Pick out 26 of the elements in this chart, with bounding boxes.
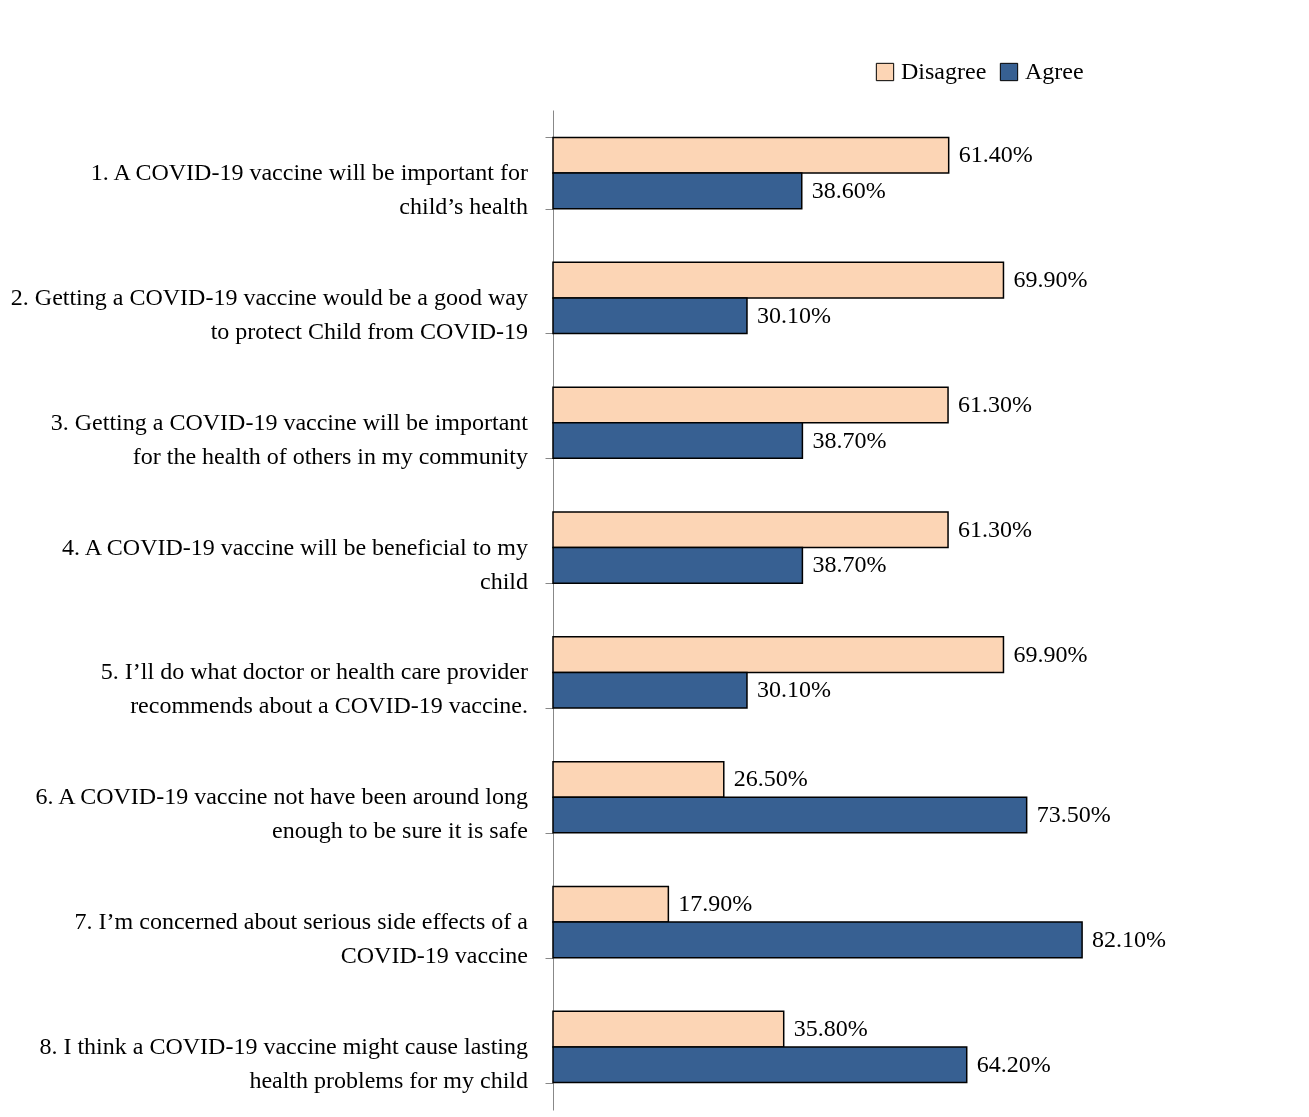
data-label: 38.70% [812, 551, 887, 578]
data-label: 38.60% [811, 176, 886, 203]
legend-label: Agree [1025, 58, 1084, 84]
data-label: 30.10% [756, 676, 831, 703]
y-tick-label: 7. I’m concerned about serious side effects of a COVID-19 vaccine [74, 908, 529, 969]
data-label: 35.80% [793, 1015, 868, 1042]
data-label: 61.30% [958, 515, 1033, 542]
data-label: 38.70% [812, 426, 887, 453]
data-label: 30.10% [756, 301, 831, 328]
data-label: 69.90% [1013, 266, 1088, 293]
data-label: 26.50% [733, 765, 808, 792]
y-tick-label: 5. I’ll do what doctor or health care provider recommends about a COVID-19 vaccine. [100, 658, 529, 719]
data-label: 82.10% [1092, 925, 1167, 952]
legend-label: Disagree [901, 58, 987, 84]
data-label: 69.90% [1013, 640, 1088, 667]
y-tick-label: 2. Getting a COVID-19 vaccine would be a good way to protect Child from COVID-19 [10, 283, 528, 344]
data-label: 61.40% [958, 141, 1033, 168]
y-tick-label: 6. A COVID-19 vaccine not have been around long enough to be sure it is safe [35, 783, 528, 844]
y-tick-label: 3. Getting a COVID-19 vaccine will be important for the health of others in my community [50, 408, 529, 469]
y-tick-label: 8. I think a COVID-19 vaccine might cause lasting health problems for my child [39, 1032, 528, 1093]
y-tick-label: 4. A COVID-19 vaccine will be beneficial to my child [62, 533, 528, 594]
data-label: 61.30% [958, 390, 1033, 417]
data-label: 64.20% [976, 1050, 1051, 1077]
data-label: 73.50% [1036, 801, 1111, 828]
y-tick-label: 1. A COVID-19 vaccine will be important for child’s health [90, 159, 528, 220]
data-label: 17.90% [678, 890, 753, 917]
